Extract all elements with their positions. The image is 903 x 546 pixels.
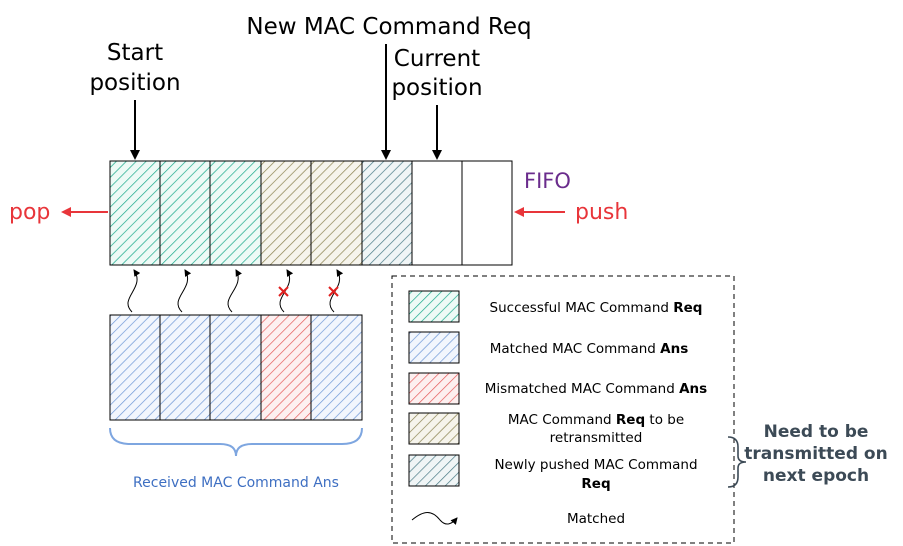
fifo-cell-successful-req [159, 160, 211, 266]
legend-swatch-mismatched-ans [408, 372, 460, 405]
legend-label-mismatched-ans: Mismatched MAC Command Ans [485, 381, 707, 397]
matched-link-arrow [127, 269, 141, 313]
fifo-cell-empty [411, 160, 463, 266]
note-line1: Need to be [764, 422, 869, 442]
legend-label-retransmit-req-line1: MAC Command Req to be [508, 412, 684, 428]
legend: Successful MAC Command Req Matched MAC C… [391, 275, 735, 544]
legend-label-retransmit-req-line2: retransmitted [550, 430, 643, 446]
current-position-label-line1: Current [394, 46, 480, 72]
received-ans-queue [109, 314, 363, 421]
start-position-label-line2: position [89, 70, 180, 96]
legend-label-successful-req: Successful MAC Command Req [490, 300, 703, 316]
legend-label-newly-pushed-req-line1: Newly pushed MAC Command [494, 457, 697, 473]
fifo-cell-successful-req [209, 160, 262, 266]
note-line3: next epoch [763, 466, 869, 486]
current-position-label-line2: position [391, 75, 482, 101]
legend-label-matched: Matched [567, 511, 625, 527]
fifo-cell-retransmit-req [260, 160, 312, 266]
fifo-label: FIFO [524, 169, 571, 193]
fifo-cell-retransmit-req [310, 160, 363, 266]
fifo-cell-successful-req [109, 160, 161, 266]
link-arrows [127, 269, 344, 313]
legend-label-matched-ans: Matched MAC Command Ans [490, 341, 689, 357]
legend-swatch-matched-ans [408, 331, 460, 364]
legend-swatch-successful-req [408, 290, 460, 323]
received-brace [109, 427, 363, 457]
ans-cell-matched [159, 314, 211, 421]
new-req-label: New MAC Command Req [246, 14, 531, 40]
legend-matched-arrow-icon [411, 512, 458, 525]
legend-label-newly-pushed-req-line2: Req [581, 476, 610, 492]
retransmit-brace [727, 436, 747, 488]
pop-label: pop [9, 200, 50, 225]
legend-box [391, 275, 735, 544]
ans-cell-mismatched [260, 314, 312, 421]
fifo-cell-empty [461, 160, 513, 266]
cross-icon [278, 286, 289, 297]
matched-link-arrow [177, 269, 192, 313]
matched-link-arrow [227, 269, 242, 313]
ans-cell-matched [310, 314, 363, 421]
fifo-cell-newly-pushed-req [361, 160, 413, 266]
ans-cell-matched [209, 314, 262, 421]
legend-swatch-retransmit-req [408, 412, 460, 445]
note-line2: transmitted on [744, 444, 887, 464]
legend-swatch-newly-pushed-req [408, 454, 460, 487]
fifo-queue [109, 160, 513, 266]
ans-cell-matched [109, 314, 161, 421]
push-label: push [575, 200, 628, 225]
received-label: Received MAC Command Ans [133, 475, 339, 491]
cross-icon [328, 286, 339, 297]
start-position-label-line1: Start [107, 40, 163, 66]
